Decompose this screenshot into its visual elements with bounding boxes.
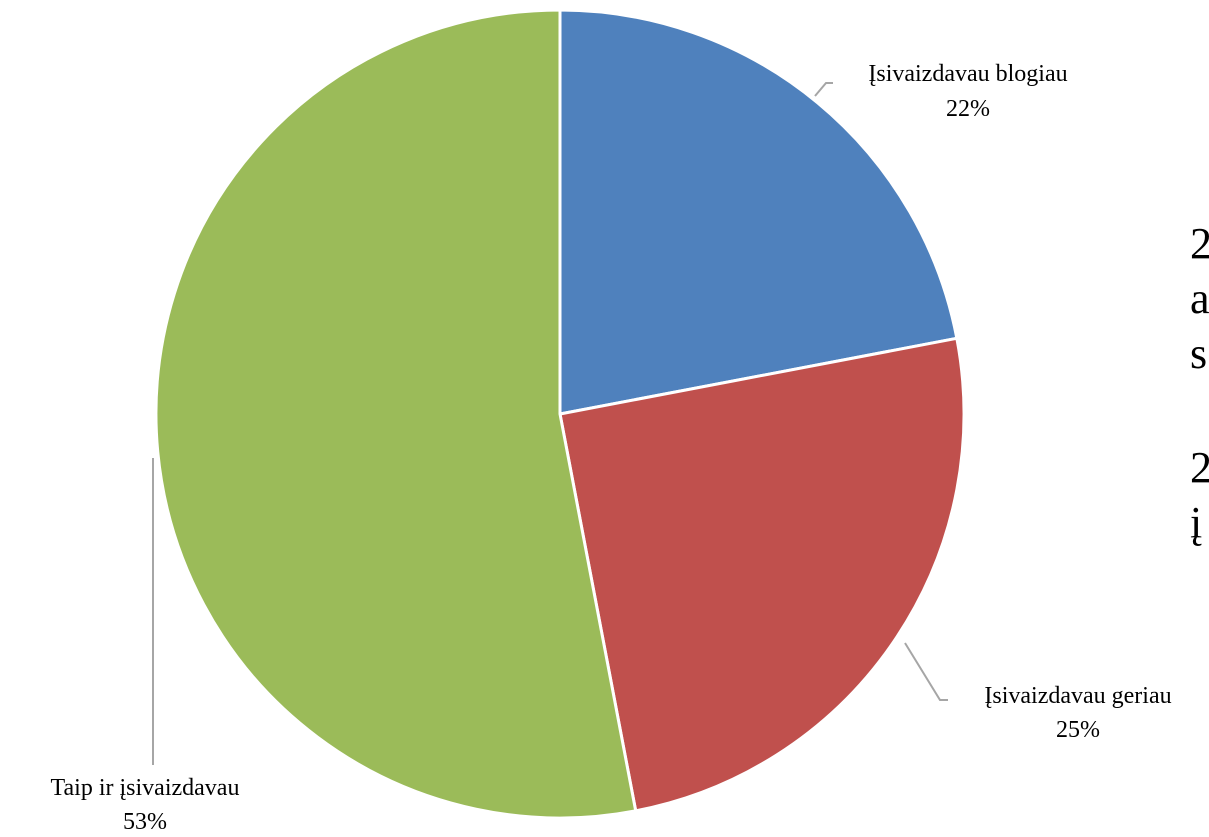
pie-slices xyxy=(154,8,966,820)
leader-line-blogiau xyxy=(814,82,833,97)
data-label-blogiau-value: 22% xyxy=(946,96,990,122)
data-label-geriau-name: Įsivaizdavau geriau xyxy=(984,683,1171,709)
side-text-line-2: a xyxy=(1190,274,1209,323)
leader-line-geriau xyxy=(904,642,948,701)
side-text-line-5: į xyxy=(1190,498,1202,547)
pie-slice-taip xyxy=(154,8,638,820)
data-label-taip-value: 53% xyxy=(123,809,167,835)
side-text-line-1: 2 xyxy=(1190,219,1209,268)
data-label-taip-name: Taip ir įsivaizdavau xyxy=(51,775,240,801)
data-labels: Įsivaizdavau blogiau 22% Įsivaizdavau ge… xyxy=(51,61,1172,835)
leader-lines xyxy=(152,82,948,765)
side-text-line-4: 2 xyxy=(1190,443,1209,492)
data-label-geriau-value: 25% xyxy=(1056,717,1100,743)
side-text-fragments: 2 a s 2 į xyxy=(1190,219,1209,547)
pie-slice-geriau xyxy=(558,336,966,813)
pie-slice-blogiau xyxy=(558,8,959,416)
data-label-blogiau-name: Įsivaizdavau blogiau xyxy=(868,61,1067,87)
side-text-line-3: s xyxy=(1190,329,1207,378)
